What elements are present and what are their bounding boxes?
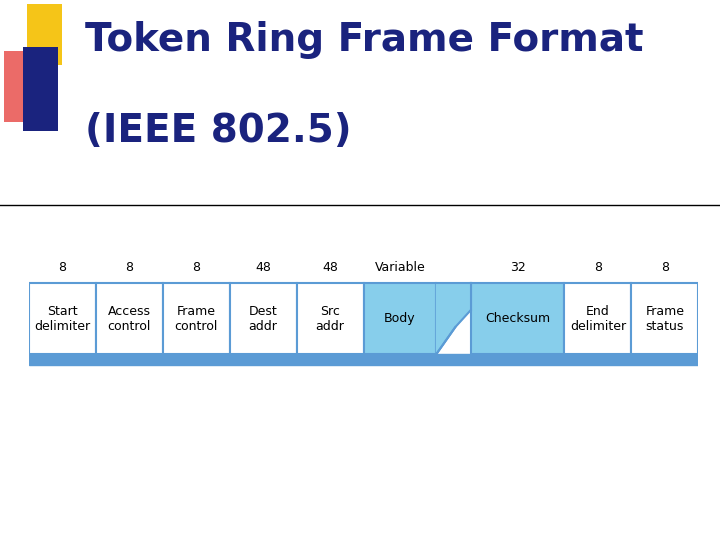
Bar: [230, 284, 297, 354]
Text: Dest
addr: Dest addr: [248, 305, 278, 333]
Text: End
delimiter: End delimiter: [570, 305, 626, 333]
Text: Variable: Variable: [374, 261, 426, 274]
Text: Access
control: Access control: [107, 305, 151, 333]
Text: 8: 8: [594, 261, 602, 274]
Text: Frame
status: Frame status: [645, 305, 685, 333]
Bar: [29, 284, 96, 354]
Text: 8: 8: [192, 261, 200, 274]
Text: 32: 32: [510, 261, 526, 274]
Bar: [23, 47, 58, 131]
Text: Body: Body: [384, 312, 416, 325]
Bar: [4, 51, 34, 122]
Text: Checksum: Checksum: [485, 312, 550, 325]
Bar: [96, 284, 163, 354]
Bar: [564, 284, 631, 354]
Text: Start
delimiter: Start delimiter: [35, 305, 90, 333]
Text: Src
addr: Src addr: [315, 305, 345, 333]
Bar: [364, 284, 436, 354]
Text: 8: 8: [58, 261, 66, 274]
Text: 8: 8: [661, 261, 669, 274]
Bar: [27, 4, 62, 65]
Bar: [471, 284, 564, 354]
Text: Frame
control: Frame control: [174, 305, 218, 333]
Text: 8: 8: [125, 261, 133, 274]
Bar: [29, 354, 698, 366]
Bar: [163, 284, 230, 354]
Bar: [297, 284, 364, 354]
Text: 48: 48: [322, 261, 338, 274]
Bar: [631, 284, 698, 354]
Text: (IEEE 802.5): (IEEE 802.5): [85, 112, 351, 150]
Text: Token Ring Frame Format: Token Ring Frame Format: [85, 21, 643, 58]
Text: 48: 48: [255, 261, 271, 274]
Polygon shape: [436, 284, 471, 354]
